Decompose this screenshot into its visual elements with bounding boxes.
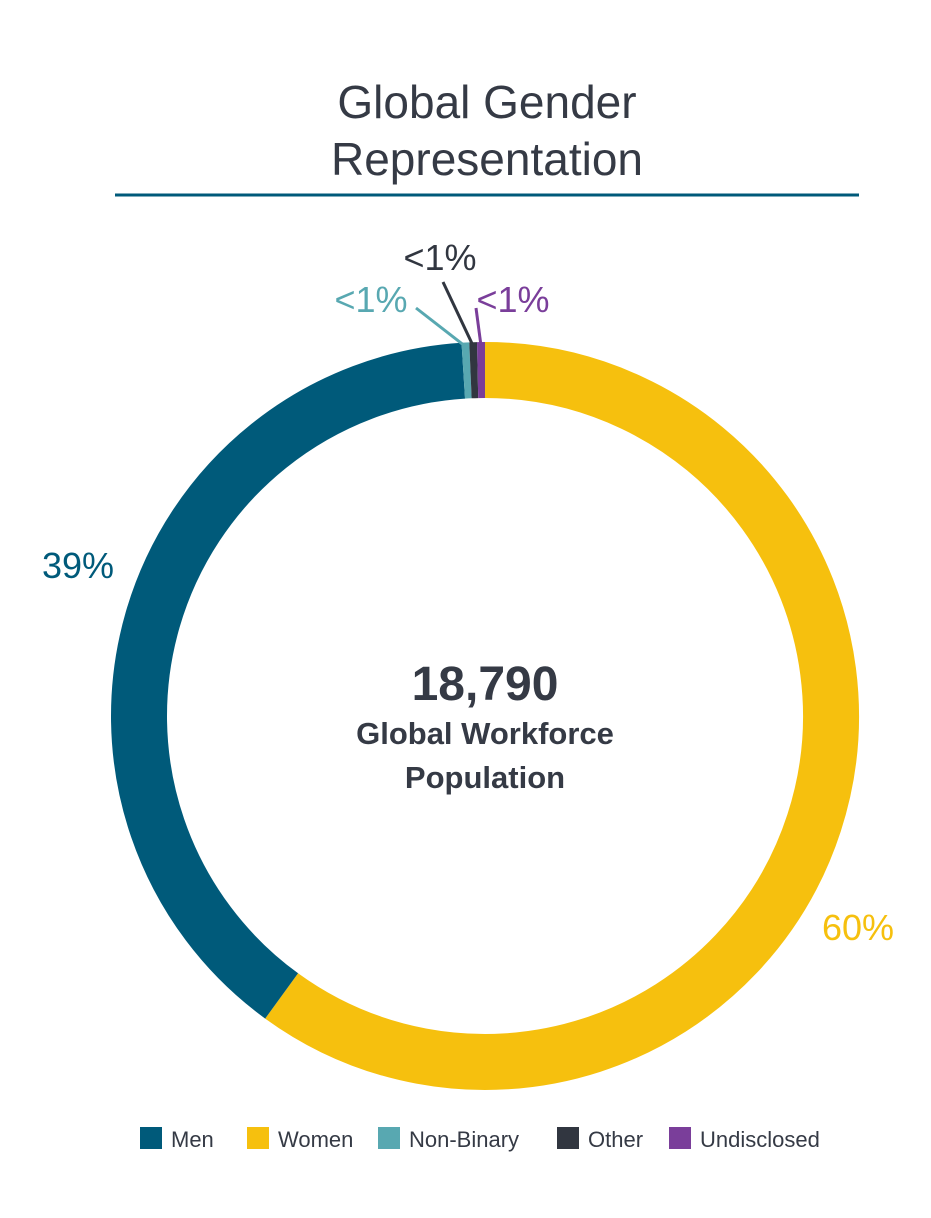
legend-item-other: Other xyxy=(557,1127,643,1152)
pct-label-non-binary: <1% xyxy=(334,279,407,320)
slice-women xyxy=(265,342,859,1090)
legend-item-men: Men xyxy=(140,1127,214,1152)
legend-label-undisclosed: Undisclosed xyxy=(700,1127,820,1152)
legend-swatch-non-binary xyxy=(378,1127,400,1149)
legend-swatch-women xyxy=(247,1127,269,1149)
legend-label-women: Women xyxy=(278,1127,353,1152)
center-label-line-2: Population xyxy=(405,760,565,795)
chart-title-line-1: Global Gender xyxy=(337,76,636,128)
legend-swatch-men xyxy=(140,1127,162,1149)
legend-item-non-binary: Non-Binary xyxy=(378,1127,519,1152)
leader-line-undisclosed xyxy=(474,307,483,347)
label-leader-lines xyxy=(415,281,483,348)
pct-label-men: 39% xyxy=(42,545,114,586)
pct-label-other: <1% xyxy=(403,237,476,278)
chart-title: Global Gender Representation xyxy=(331,76,643,185)
legend-item-women: Women xyxy=(247,1127,353,1152)
pct-label-women: 60% xyxy=(822,907,894,948)
center-label-line-1: Global Workforce xyxy=(356,716,614,751)
chart-legend: Men Women Non-Binary Other Undisclosed xyxy=(140,1127,820,1152)
legend-item-undisclosed: Undisclosed xyxy=(669,1127,820,1152)
legend-label-men: Men xyxy=(171,1127,214,1152)
pct-label-undisclosed: <1% xyxy=(476,279,549,320)
center-summary: 18,790 Global Workforce Population xyxy=(356,658,614,795)
chart-title-line-2: Representation xyxy=(331,133,643,185)
leader-line-non-binary xyxy=(415,306,467,348)
legend-label-non-binary: Non-Binary xyxy=(409,1127,519,1152)
legend-swatch-other xyxy=(557,1127,579,1149)
legend-swatch-undisclosed xyxy=(669,1127,691,1149)
donut-slices xyxy=(111,342,859,1090)
legend-label-other: Other xyxy=(588,1127,643,1152)
slice-men xyxy=(111,342,466,1019)
percentage-labels: 60%39%<1%<1%<1% xyxy=(42,237,894,948)
center-total-value: 18,790 xyxy=(412,658,559,711)
leader-line-other xyxy=(441,281,475,347)
